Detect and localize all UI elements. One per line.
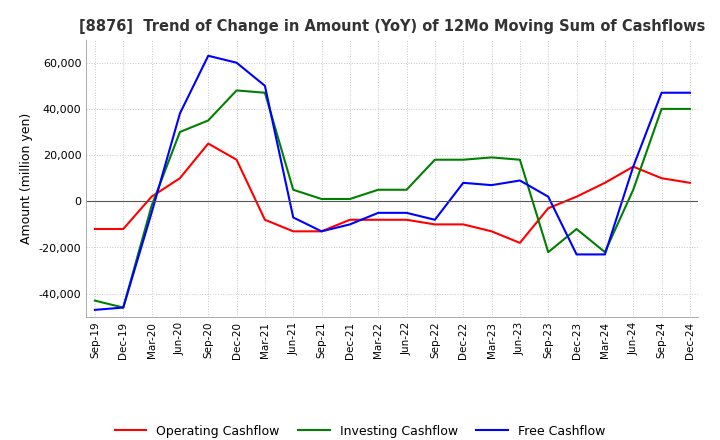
- Investing Cashflow: [346, 196, 354, 202]
- Free Cashflow: [657, 90, 666, 95]
- Operating Cashflow: [176, 176, 184, 181]
- Free Cashflow: [374, 210, 382, 216]
- Investing Cashflow: [233, 88, 241, 93]
- Operating Cashflow: [233, 157, 241, 162]
- Free Cashflow: [402, 210, 411, 216]
- Operating Cashflow: [516, 240, 524, 246]
- Investing Cashflow: [289, 187, 297, 192]
- Operating Cashflow: [685, 180, 694, 185]
- Investing Cashflow: [176, 129, 184, 135]
- Operating Cashflow: [374, 217, 382, 222]
- Investing Cashflow: [572, 226, 581, 231]
- Free Cashflow: [148, 210, 156, 216]
- Investing Cashflow: [629, 187, 637, 192]
- Investing Cashflow: [318, 196, 326, 202]
- Free Cashflow: [346, 222, 354, 227]
- Free Cashflow: [600, 252, 609, 257]
- Investing Cashflow: [261, 90, 269, 95]
- Investing Cashflow: [148, 203, 156, 209]
- Title: [8876]  Trend of Change in Amount (YoY) of 12Mo Moving Sum of Cashflows: [8876] Trend of Change in Amount (YoY) o…: [79, 19, 706, 34]
- Legend: Operating Cashflow, Investing Cashflow, Free Cashflow: Operating Cashflow, Investing Cashflow, …: [110, 420, 610, 440]
- Line: Investing Cashflow: Investing Cashflow: [95, 90, 690, 308]
- Operating Cashflow: [657, 176, 666, 181]
- Free Cashflow: [544, 194, 552, 199]
- Investing Cashflow: [459, 157, 467, 162]
- Free Cashflow: [204, 53, 212, 59]
- Operating Cashflow: [459, 222, 467, 227]
- Operating Cashflow: [600, 180, 609, 185]
- Free Cashflow: [487, 183, 496, 188]
- Operating Cashflow: [572, 194, 581, 199]
- Free Cashflow: [318, 229, 326, 234]
- Free Cashflow: [91, 307, 99, 312]
- Investing Cashflow: [487, 155, 496, 160]
- Y-axis label: Amount (million yen): Amount (million yen): [20, 113, 33, 244]
- Investing Cashflow: [657, 106, 666, 111]
- Investing Cashflow: [119, 305, 127, 310]
- Free Cashflow: [261, 83, 269, 88]
- Free Cashflow: [431, 217, 439, 222]
- Operating Cashflow: [346, 217, 354, 222]
- Operating Cashflow: [91, 226, 99, 231]
- Investing Cashflow: [685, 106, 694, 111]
- Free Cashflow: [516, 178, 524, 183]
- Free Cashflow: [459, 180, 467, 185]
- Line: Free Cashflow: Free Cashflow: [95, 56, 690, 310]
- Free Cashflow: [119, 305, 127, 310]
- Investing Cashflow: [516, 157, 524, 162]
- Operating Cashflow: [119, 226, 127, 231]
- Investing Cashflow: [374, 187, 382, 192]
- Free Cashflow: [289, 215, 297, 220]
- Free Cashflow: [629, 164, 637, 169]
- Operating Cashflow: [318, 229, 326, 234]
- Operating Cashflow: [487, 229, 496, 234]
- Investing Cashflow: [204, 118, 212, 123]
- Operating Cashflow: [204, 141, 212, 146]
- Operating Cashflow: [431, 222, 439, 227]
- Line: Operating Cashflow: Operating Cashflow: [95, 143, 690, 243]
- Free Cashflow: [685, 90, 694, 95]
- Free Cashflow: [233, 60, 241, 65]
- Investing Cashflow: [431, 157, 439, 162]
- Investing Cashflow: [600, 249, 609, 255]
- Operating Cashflow: [544, 205, 552, 211]
- Operating Cashflow: [148, 194, 156, 199]
- Free Cashflow: [572, 252, 581, 257]
- Operating Cashflow: [402, 217, 411, 222]
- Investing Cashflow: [91, 298, 99, 303]
- Investing Cashflow: [402, 187, 411, 192]
- Operating Cashflow: [629, 164, 637, 169]
- Operating Cashflow: [289, 229, 297, 234]
- Operating Cashflow: [261, 217, 269, 222]
- Free Cashflow: [176, 111, 184, 116]
- Investing Cashflow: [544, 249, 552, 255]
